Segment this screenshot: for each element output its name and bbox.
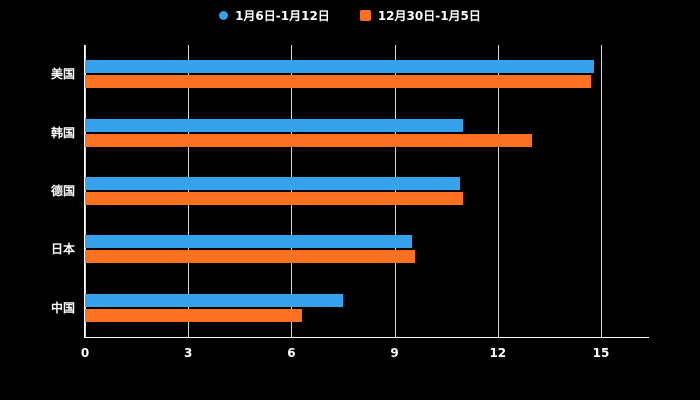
x-tick-label: 12 [489, 346, 507, 360]
x-tick-label: 6 [287, 346, 296, 360]
legend-item-series1[interactable]: 1月6日-1月12日 [219, 7, 330, 24]
bar-series2[interactable] [85, 250, 416, 264]
legend-marker-square-icon [359, 10, 371, 21]
bar-series2[interactable] [85, 308, 302, 322]
bar-series1[interactable] [85, 177, 460, 190]
x-tick-label: 15 [592, 346, 610, 360]
bar-series2[interactable] [85, 133, 533, 147]
chart-legend: 1月6日-1月12日 12月30日-1月5日 [0, 7, 700, 24]
gridline [497, 45, 499, 337]
bar-series2[interactable] [85, 75, 591, 89]
legend-marker-circle-icon [219, 11, 229, 20]
bar-series1[interactable] [85, 60, 595, 74]
category-label: 美国 [50, 67, 75, 82]
plot-area: 0 3 6 9 12 15 美国韩国德国日本中国 [51, 45, 649, 360]
legend-label-series2: 12月30日-1月5日 [377, 9, 481, 23]
x-tick-label: 0 [80, 346, 90, 360]
x-tick-label: 3 [184, 346, 193, 360]
bar-series1[interactable] [85, 118, 464, 132]
bar-series2[interactable] [85, 192, 464, 205]
category-label: 中国 [50, 300, 75, 315]
gridline [85, 45, 86, 337]
category-label: 韩国 [50, 125, 75, 140]
gridline [394, 45, 396, 337]
gridline [188, 45, 190, 337]
gridline [291, 45, 293, 337]
gridline [601, 45, 602, 337]
category-label: 德国 [50, 184, 75, 198]
category-label: 日本 [50, 242, 75, 257]
bar-series1[interactable] [85, 235, 412, 249]
bar-series1[interactable] [85, 293, 343, 307]
x-tick-label: 9 [390, 346, 399, 360]
legend-label-series1: 1月6日-1月12日 [235, 9, 330, 23]
legend-item-series2[interactable]: 12月30日-1月5日 [359, 7, 481, 24]
